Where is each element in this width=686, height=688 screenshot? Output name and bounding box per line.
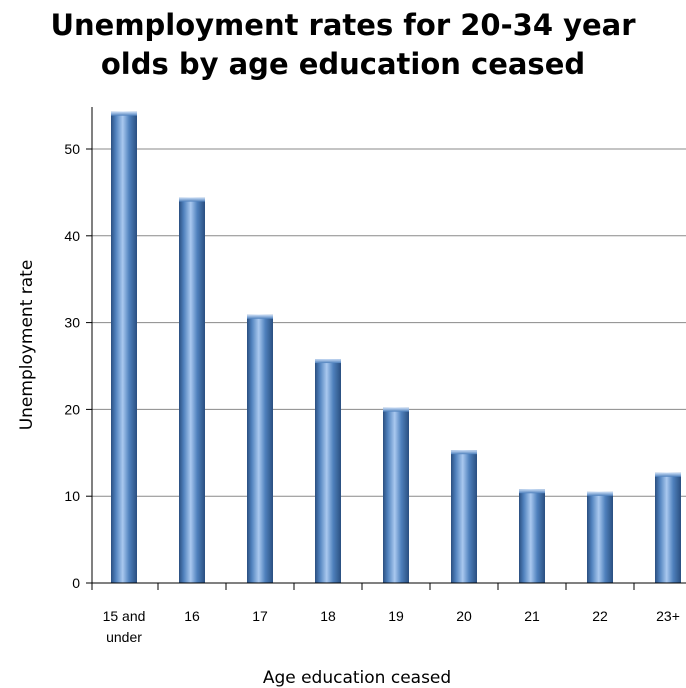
bar-cap (247, 314, 273, 319)
bar (247, 314, 273, 583)
bar (519, 489, 545, 583)
bar (315, 359, 341, 583)
chart-title-line-1: Unemployment rates for 20-34 year (50, 8, 636, 42)
bar (383, 407, 409, 583)
bar-cap (519, 489, 545, 494)
y-tick-label: 20 (64, 401, 80, 417)
bar-cap (655, 472, 681, 477)
bars (111, 111, 681, 584)
bar-cap (451, 450, 477, 455)
chart-title-line-2: olds by age education ceased (100, 47, 586, 81)
bar-body (451, 450, 477, 583)
bar-body (247, 314, 273, 583)
y-tick-label: 10 (64, 488, 80, 504)
x-tick-label: 20 (456, 608, 472, 624)
bar-body (655, 472, 681, 583)
bar-cap (383, 407, 409, 412)
bar (587, 491, 613, 583)
x-tick-label: 22 (592, 608, 608, 624)
bar-cap (179, 197, 205, 202)
bar-cap (111, 111, 137, 116)
y-tick-label: 40 (64, 228, 80, 244)
bar-body (111, 111, 137, 584)
x-axis-title: Age education ceased (263, 668, 451, 688)
bar-body (179, 197, 205, 583)
y-tick-label: 50 (64, 141, 80, 157)
bar (179, 197, 205, 583)
x-ticks: 15 and under 16 17 18 19 20 21 22 23+ (91, 583, 680, 645)
x-tick-label: 19 (388, 608, 404, 624)
x-tick-label: 23+ (656, 608, 680, 624)
bar-body (315, 359, 341, 583)
x-tick-label: 21 (524, 608, 540, 624)
bar-cap (587, 491, 613, 496)
bar-body (587, 491, 613, 583)
y-tick-label: 0 (72, 575, 80, 591)
bar (451, 450, 477, 583)
x-tick-label: 15 and under (103, 608, 146, 645)
y-axis-title: Unemployment rate (17, 260, 37, 431)
bar-body (519, 489, 545, 583)
x-tick-label: 18 (320, 608, 336, 624)
y-tick-label: 30 (64, 315, 80, 331)
axes (91, 107, 686, 584)
bar (655, 472, 681, 583)
bar-cap (315, 359, 341, 364)
bar-body (383, 407, 409, 583)
bar (111, 111, 137, 584)
x-tick-label: 17 (252, 608, 268, 624)
y-ticks: 0 10 20 30 40 50 (64, 141, 92, 591)
chart-title: Unemployment rates for 20-34 year olds b… (0, 6, 686, 84)
x-tick-label: 16 (184, 608, 200, 624)
